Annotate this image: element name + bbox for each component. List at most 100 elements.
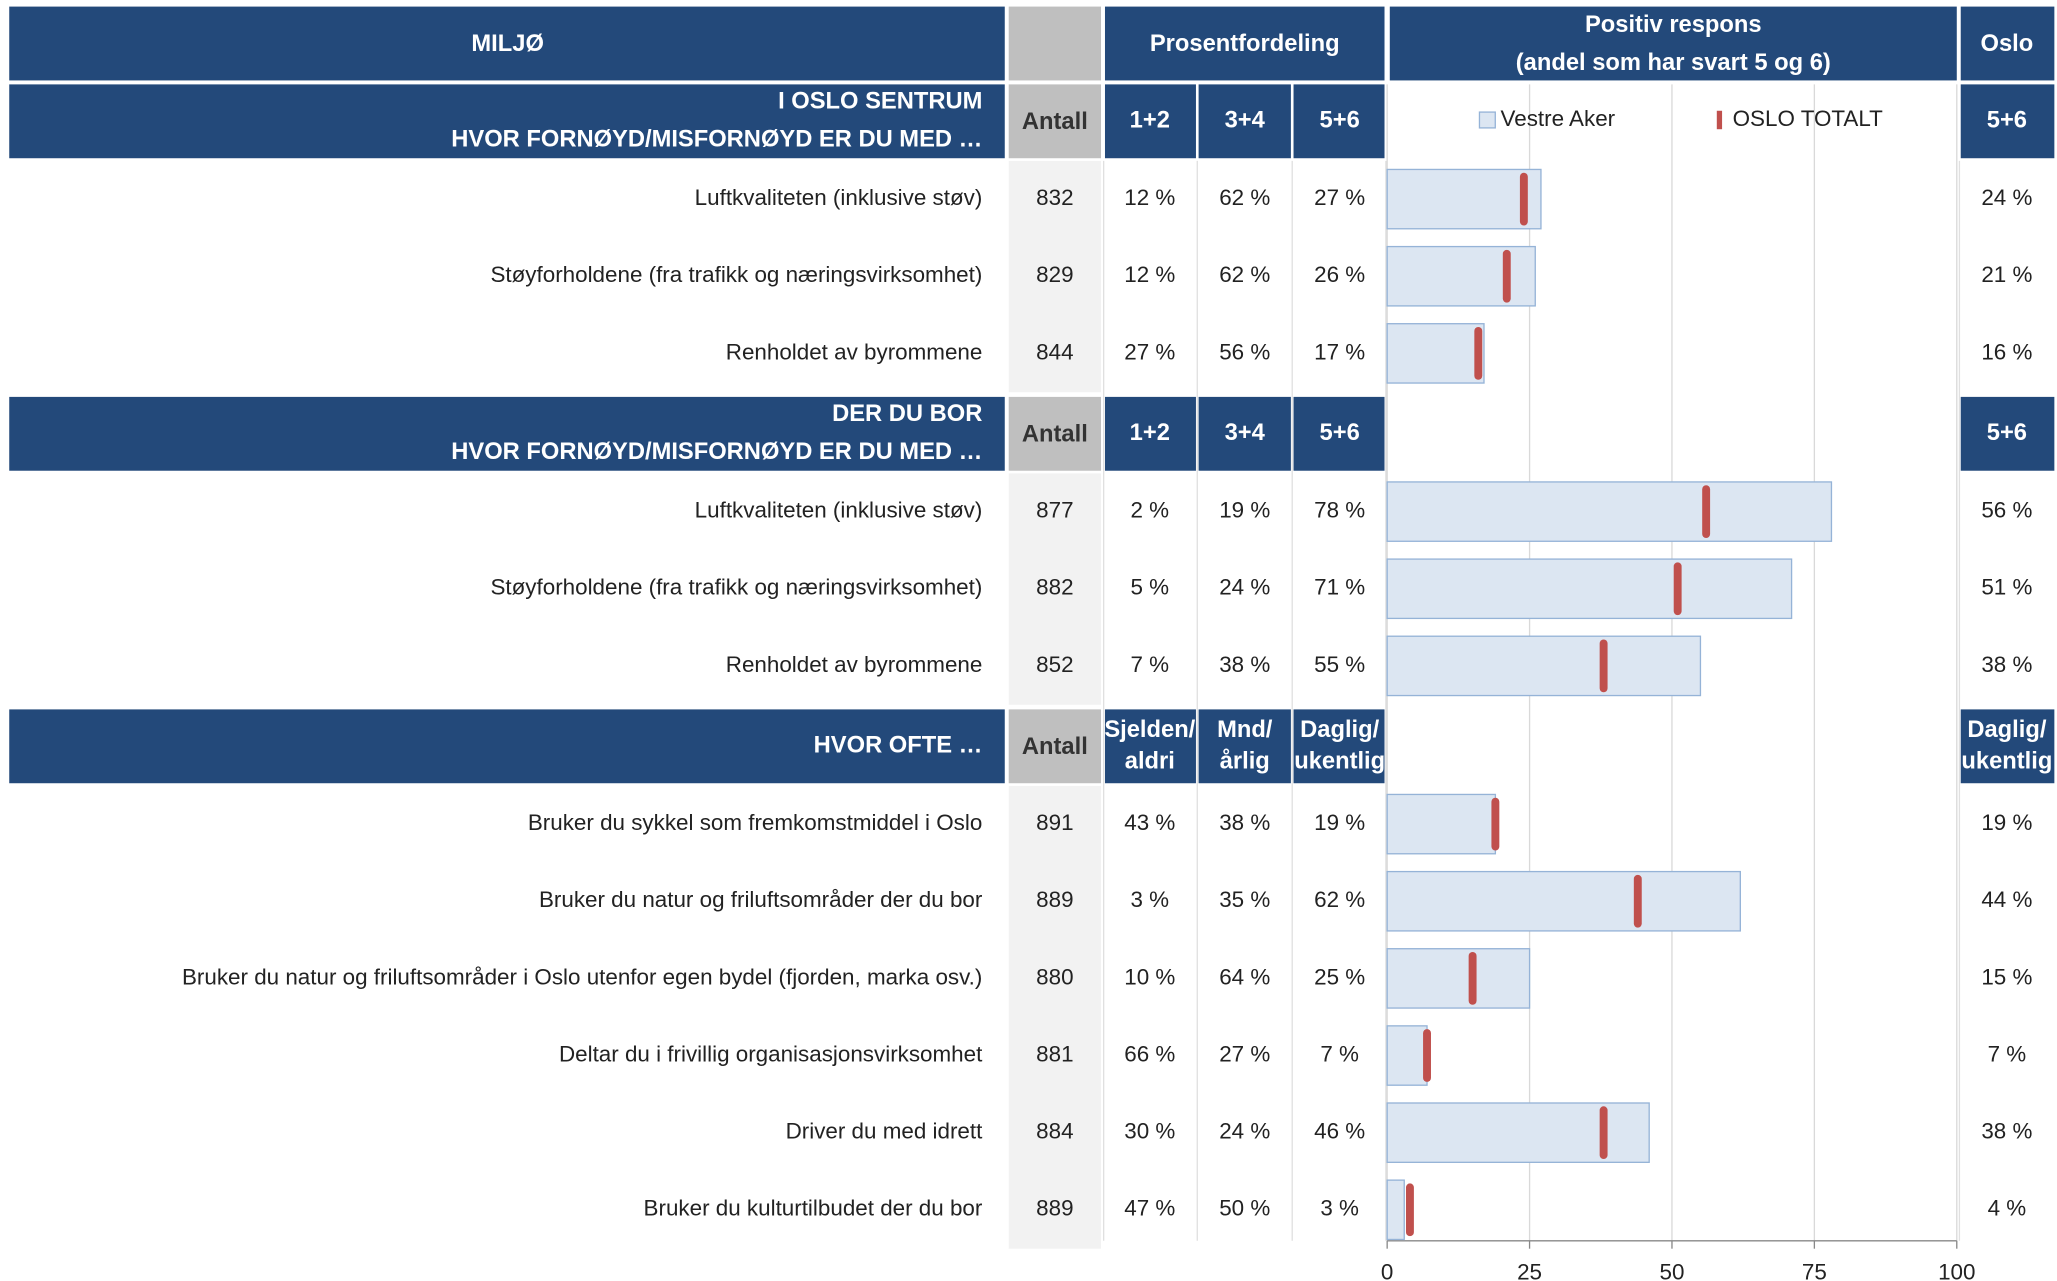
- percent: 27 %: [1219, 1041, 1270, 1066]
- percent: 30 %: [1124, 1119, 1175, 1144]
- oslo-value: 16 %: [1981, 339, 2032, 364]
- marker: [1474, 327, 1483, 380]
- column-header: 1+2: [1130, 420, 1170, 446]
- percent: 64 %: [1219, 964, 1270, 989]
- header-cell: [1104, 6, 1385, 81]
- oslo-value: 44 %: [1981, 887, 2032, 912]
- header-cell: [9, 6, 1005, 81]
- percent: 38 %: [1219, 652, 1270, 677]
- oslo-value: 56 %: [1981, 498, 2032, 523]
- row-label: Deltar du i frivillig organisasjonsvirks…: [559, 1041, 983, 1066]
- percent: 50 %: [1219, 1196, 1270, 1221]
- antall-header: Antall: [1022, 734, 1088, 760]
- section-header: [1008, 84, 1102, 159]
- header-cell: [1389, 6, 1957, 81]
- percent: 24 %: [1219, 1119, 1270, 1144]
- bar: [1386, 635, 1702, 697]
- bar: [1386, 1025, 1428, 1086]
- bar: [1386, 245, 1536, 307]
- column-header: 5+6: [1320, 420, 1360, 446]
- x-tick-label: 75: [1802, 1260, 1827, 1281]
- marker: [1673, 562, 1682, 616]
- antall: 852: [1036, 652, 1073, 677]
- oslo-value: 38 %: [1981, 1119, 2032, 1144]
- oslo-value: 51 %: [1981, 575, 2032, 600]
- section-title: HVOR FORNØYD/MISFORNØYD ER DU MED …: [451, 127, 982, 153]
- x-tick-label: 100: [1938, 1260, 1975, 1281]
- oslo-value: 4 %: [1988, 1196, 2027, 1221]
- antall: 877: [1036, 498, 1073, 523]
- oslo-value: 24 %: [1981, 185, 2032, 210]
- marker: [1405, 1183, 1414, 1237]
- column-header: Mnd/: [1217, 717, 1273, 743]
- section-header: [1960, 396, 2055, 471]
- percent: 3 %: [1320, 1196, 1359, 1221]
- percent: 56 %: [1219, 339, 1270, 364]
- percent: 10 %: [1124, 964, 1175, 989]
- percent: 35 %: [1219, 887, 1270, 912]
- antall-column: [1008, 785, 1102, 1249]
- percent: 46 %: [1314, 1119, 1365, 1144]
- antall: 882: [1036, 575, 1073, 600]
- bar: [1386, 1179, 1405, 1241]
- percent: 3 %: [1131, 887, 1170, 912]
- section-header: [9, 84, 1005, 159]
- row-label: Bruker du natur og friluftsområder der d…: [539, 887, 983, 912]
- percent: 62 %: [1219, 185, 1270, 210]
- percent: 17 %: [1314, 339, 1365, 364]
- percent: 5 %: [1131, 575, 1170, 600]
- antall: 889: [1036, 1196, 1073, 1221]
- section-header: [1293, 84, 1385, 159]
- percent: 7 %: [1131, 652, 1170, 677]
- marker: [1491, 797, 1500, 851]
- legend-label: OSLO TOTALT: [1733, 106, 1884, 131]
- antall: 881: [1036, 1041, 1073, 1066]
- oslo-value: 21 %: [1981, 262, 2032, 287]
- marker: [1599, 1106, 1608, 1160]
- column-header: ukentlig: [1294, 748, 1385, 774]
- section-header: [1198, 396, 1291, 471]
- legend-swatch: [1716, 110, 1723, 130]
- header-cell: [1008, 6, 1102, 81]
- row-label: Bruker du natur og friluftsområder i Osl…: [182, 964, 982, 989]
- row-label: Støyforholdene (fra trafikk og næringsvi…: [490, 262, 982, 287]
- section-title: DER DU BOR: [832, 401, 982, 427]
- legend-label: Vestre Aker: [1501, 106, 1616, 131]
- section-title: HVOR FORNØYD/MISFORNØYD ER DU MED …: [451, 439, 982, 465]
- percent: 12 %: [1124, 185, 1175, 210]
- percent: 19 %: [1219, 498, 1270, 523]
- oslo-value: 19 %: [1981, 810, 2032, 835]
- section-header: [1008, 396, 1102, 471]
- column-header: 5+6: [1987, 420, 2027, 446]
- section-header: [9, 396, 1005, 471]
- row-label: Støyforholdene (fra trafikk og næringsvi…: [490, 575, 982, 600]
- table-title: MILJØ: [471, 31, 543, 57]
- antall-column: [1008, 160, 1102, 393]
- bar: [1386, 793, 1497, 855]
- marker: [1423, 1029, 1431, 1082]
- percent: 43 %: [1124, 810, 1175, 835]
- column-group: Prosentfordeling: [1150, 31, 1340, 57]
- chart-title: (andel som har svart 5 og 6): [1516, 50, 1831, 76]
- antall: 891: [1036, 810, 1073, 835]
- marker: [1702, 485, 1711, 538]
- chart-title: Positiv respons: [1585, 12, 1762, 38]
- column-header: ukentlig: [1961, 748, 2052, 774]
- x-tick-label: 50: [1659, 1260, 1684, 1281]
- column-header: årlig: [1220, 748, 1270, 774]
- bar: [1386, 168, 1542, 230]
- bar: [1386, 323, 1485, 384]
- section-header: [1960, 84, 2055, 159]
- section-header: [1960, 709, 2055, 784]
- marker: [1519, 172, 1528, 226]
- antall: 884: [1036, 1119, 1073, 1144]
- section-header: [9, 709, 1005, 784]
- percent: 47 %: [1124, 1196, 1175, 1221]
- percent: 78 %: [1314, 498, 1365, 523]
- antall: 889: [1036, 887, 1073, 912]
- antall: 880: [1036, 964, 1073, 989]
- antall-header: Antall: [1022, 421, 1088, 447]
- row-label: Driver du med idrett: [786, 1119, 984, 1144]
- bar: [1386, 948, 1531, 1009]
- percent: 38 %: [1219, 810, 1270, 835]
